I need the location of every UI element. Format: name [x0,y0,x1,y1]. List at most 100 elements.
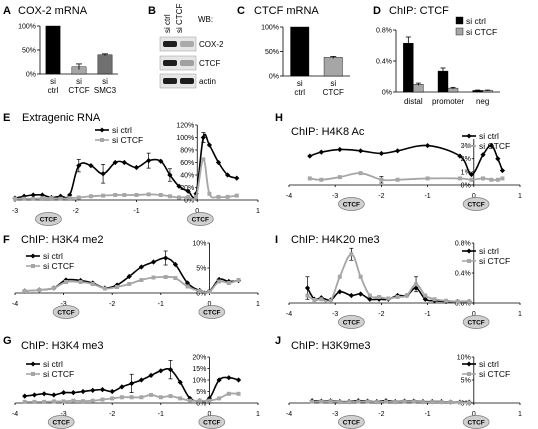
x-tick-label: -3 [12,208,18,215]
data-point [500,176,505,181]
x-tick-label: -4 [12,301,18,308]
data-point [393,400,398,405]
x-tick-label: -2 [378,311,384,318]
data-point [430,400,435,405]
y-tick-label: 60% [180,160,194,167]
data-point [37,288,42,292]
y-tick-label: 50% [22,48,36,55]
panel-letter: H [275,112,283,124]
data-point [109,388,115,395]
y-tick-label: 0.8% [376,28,392,35]
data-point [481,176,486,181]
x-tick-label: -2 [378,193,384,200]
ctcf-label: CTCF [203,309,220,316]
panel-j: J ChIP: H3K9me3-4 -3 -2 -1 0 10%5%10%CTCF CTCFs… [275,335,522,429]
data-point [13,196,17,201]
data-point [337,146,343,153]
data-point [70,390,76,396]
ctcf-label: CTCF [40,216,57,223]
panel-letter: A [3,5,11,17]
category-label: CTCF [68,86,89,95]
y-tick-label: 10% [192,241,206,248]
x-tick-label: 1 [518,193,522,200]
legend-label: si CTCF [112,135,143,145]
x-tick-label: -2 [378,411,384,418]
data-point [318,149,324,155]
blot-band [163,60,177,66]
data-point [51,399,56,404]
data-point [216,377,222,383]
data-point [414,282,419,287]
panel-title: ChIP: CTCF [389,5,449,17]
data-point [448,400,453,405]
y-tick-label: 2% [461,156,471,163]
data-point [337,289,343,295]
data-point [307,153,313,159]
ctcf-marker: CTCF [338,415,365,429]
x-tick-label: -1 [133,208,139,215]
data-point [468,171,475,178]
data-point [22,399,27,404]
data-point [200,134,206,141]
ctcf-label: CTCF [343,419,360,426]
bar [290,26,310,77]
series-line [306,253,470,304]
data-point [58,196,63,201]
data-point [194,194,199,199]
data-point [138,264,144,270]
data-point [139,395,144,400]
legend-label: si CTCF [43,261,74,271]
legend-label: si ctrl [43,251,63,261]
data-point [100,171,106,177]
y-tick-label: 5% [196,266,206,273]
data-point [138,377,144,383]
x-tick-label: -3 [332,311,338,318]
data-point [167,194,172,199]
data-point [100,397,105,402]
y-tick-label: 100% [176,135,194,142]
x-tick-label: -4 [12,411,18,418]
x-tick-label: -3 [332,411,338,418]
panel-title: COX-2 mRNA [18,5,88,17]
panel-title: Extragenic RNA [22,112,101,124]
ctcf-ellipse [35,212,62,226]
data-point [356,399,361,404]
data-point [150,259,157,265]
ctcf-label: CTCF [52,419,69,426]
data-point [358,148,364,154]
data-point [64,280,69,284]
x-tick-label: 0 [195,208,199,215]
data-point [358,171,363,176]
y-tick-label: 0.0% [455,301,471,308]
ctcf-ellipse [198,305,226,319]
data-point [158,368,164,374]
data-point [177,379,183,385]
data-point [158,158,164,164]
panel-letter: J [275,335,281,347]
data-point [126,273,132,280]
series-line [24,275,239,294]
data-point [319,177,324,182]
lane-label: si CTCF [175,4,184,33]
data-point [422,296,428,302]
data-point [67,196,72,201]
y-tick-label: 120% [176,123,194,130]
legend-label: si CTCF [479,141,510,151]
y-tick-label: 5% [461,378,471,385]
panel-letter: I [275,234,278,246]
panel-title: ChIP: H3K9me3 [291,340,370,352]
bar [45,25,61,75]
x-tick-label: -3 [60,411,66,418]
data-point [185,188,191,194]
data-point [225,194,230,199]
x-tick-label: 0 [472,311,476,318]
data-point [80,388,86,395]
data-point [216,194,221,199]
data-point [499,167,506,174]
data-point [236,391,241,396]
data-point [121,159,127,166]
category-label: si [330,79,336,88]
x-tick-label: 1 [256,301,260,308]
y-tick-label: 0.4% [376,59,392,66]
